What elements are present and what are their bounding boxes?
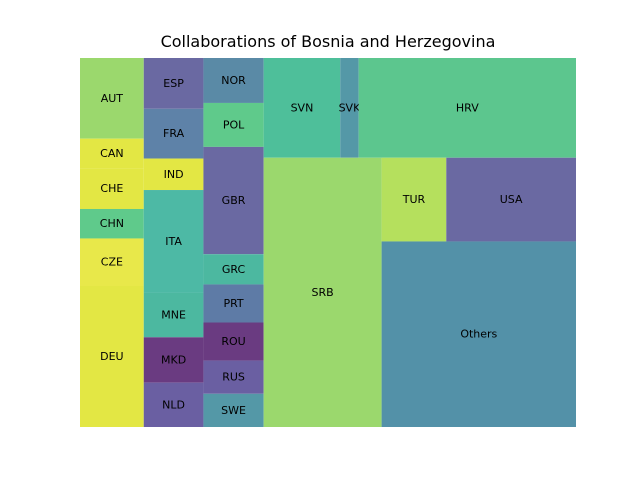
cell-rect-che <box>80 168 144 209</box>
cell-hrv: HRV <box>358 58 576 158</box>
cell-rect-tur <box>381 157 447 242</box>
cell-label-cze: CZE <box>101 256 123 269</box>
cell-rect-cze <box>80 238 144 286</box>
cell-rect-mkd <box>143 337 204 383</box>
cell-label-deu: DEU <box>100 350 123 363</box>
cell-rect-can <box>80 138 144 169</box>
cell-pol: POL <box>203 102 264 147</box>
cell-label-ind: IND <box>164 168 184 181</box>
cell-rect-mne <box>143 292 204 338</box>
cell-rect-svk <box>340 58 359 158</box>
cell-label-grc: GRC <box>222 263 246 276</box>
cell-label-nor: NOR <box>221 74 246 87</box>
cell-rect-rou <box>203 322 264 361</box>
cell-label-tur: TUR <box>402 193 426 206</box>
cell-rus: RUS <box>203 360 264 394</box>
cell-srb: SRB <box>263 157 382 427</box>
cell-rect-prt <box>203 284 264 323</box>
cell-fra: FRA <box>143 108 204 159</box>
cell-rect-deu <box>80 285 144 427</box>
cell-label-rou: ROU <box>221 335 245 348</box>
cell-svk: SVK <box>339 58 362 158</box>
cell-tur: TUR <box>381 157 447 242</box>
cell-swe: SWE <box>203 393 264 427</box>
cell-label-ita: ITA <box>165 235 182 248</box>
cell-label-mkd: MKD <box>161 353 186 366</box>
cell-deu: DEU <box>80 285 144 427</box>
cell-label-svk: SVK <box>339 101 362 114</box>
cell-label-rus: RUS <box>222 371 245 384</box>
cell-rect-gbr <box>203 146 264 255</box>
cell-rect-swe <box>203 393 264 427</box>
cell-label-chn: CHN <box>100 217 124 230</box>
cell-label-aut: AUT <box>101 92 124 105</box>
cell-label-che: CHE <box>100 182 123 195</box>
cell-rect-others <box>381 241 576 427</box>
cell-label-prt: PRT <box>223 297 243 310</box>
cell-label-pol: POL <box>223 118 245 131</box>
cell-esp: ESP <box>143 58 204 109</box>
cell-label-nld: NLD <box>162 398 185 411</box>
cell-label-esp: ESP <box>163 77 184 90</box>
cell-rect-hrv <box>358 58 576 158</box>
chart-title: Collaborations of Bosnia and Herzegovina <box>160 32 496 51</box>
cell-rect-grc <box>203 254 264 285</box>
cell-svn: SVN <box>263 58 341 158</box>
cell-mne: MNE <box>143 292 204 338</box>
cell-rect-ita <box>143 190 204 293</box>
cell-rect-svn <box>263 58 341 158</box>
cell-rect-nor <box>203 58 264 103</box>
cell-rect-esp <box>143 58 204 109</box>
cell-chn: CHN <box>80 208 144 239</box>
cell-rou: ROU <box>203 322 264 361</box>
cell-ita: ITA <box>143 190 204 293</box>
cell-label-svn: SVN <box>291 101 314 114</box>
cell-rect-srb <box>263 157 382 427</box>
cell-rect-usa <box>446 157 576 242</box>
cell-grc: GRC <box>203 254 264 285</box>
cell-ind: IND <box>143 158 204 191</box>
cell-prt: PRT <box>203 284 264 323</box>
cell-label-mne: MNE <box>161 309 186 322</box>
cell-rect-chn <box>80 208 144 239</box>
cell-che: CHE <box>80 168 144 209</box>
cell-rect-pol <box>203 102 264 147</box>
cell-rect-nld <box>143 382 204 427</box>
cell-label-hrv: HRV <box>456 101 479 114</box>
cell-rect-rus <box>203 360 264 394</box>
cell-nld: NLD <box>143 382 204 427</box>
cell-aut: AUT <box>80 58 144 139</box>
cell-label-usa: USA <box>500 193 523 206</box>
cell-usa: USA <box>446 157 576 242</box>
cell-label-srb: SRB <box>312 286 334 299</box>
cell-label-can: CAN <box>100 147 123 160</box>
cell-rect-fra <box>143 108 204 159</box>
cell-can: CAN <box>80 138 144 169</box>
cell-label-gbr: GBR <box>222 194 246 207</box>
cell-label-swe: SWE <box>221 404 246 417</box>
cell-others: Others <box>381 241 576 427</box>
cell-cze: CZE <box>80 238 144 286</box>
cell-gbr: GBR <box>203 146 264 255</box>
cell-mkd: MKD <box>143 337 204 383</box>
cell-rect-aut <box>80 58 144 139</box>
cell-rect-ind <box>143 158 204 191</box>
cell-nor: NOR <box>203 58 264 103</box>
cell-label-others: Others <box>460 328 497 341</box>
cell-label-fra: FRA <box>163 127 185 140</box>
